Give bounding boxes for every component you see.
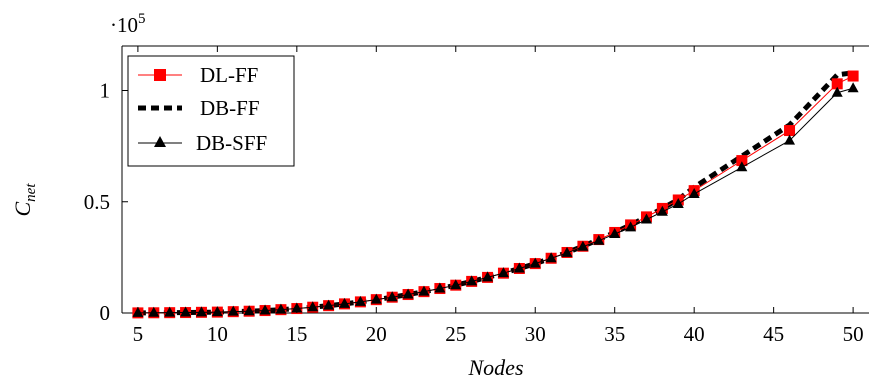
y-tick-label: 0 [100, 301, 111, 325]
y-axis-multiplier: ·105 [110, 11, 146, 37]
legend-label-db-ff: DB-FF [200, 96, 260, 120]
x-tick-label: 10 [207, 322, 228, 346]
data-point-db-sff [243, 305, 255, 316]
data-point-db-sff [434, 282, 446, 293]
y-axis-title: Cnet [10, 183, 39, 217]
legend: DL-FF DB-FF DB-SFF [127, 55, 295, 167]
data-point-db-sff [307, 301, 319, 312]
data-point-dl-ff [847, 70, 859, 82]
data-point-db-sff [609, 228, 621, 239]
x-tick-label: 35 [604, 322, 625, 346]
data-point-dl-ff [831, 78, 843, 90]
x-axis-title: Nodes [468, 355, 524, 380]
series-db-sff [132, 82, 859, 317]
data-point-db-sff [513, 262, 525, 273]
data-point-db-sff [450, 279, 462, 290]
data-point-db-sff [640, 213, 652, 224]
legend-entry-db-sff: DB-SFF [138, 131, 267, 155]
x-tick-label: 20 [366, 322, 387, 346]
data-point-db-sff [625, 221, 637, 232]
data-point-db-sff [354, 295, 366, 306]
data-point-db-sff [831, 86, 843, 97]
data-point-db-sff [386, 291, 398, 302]
data-point-db-sff [736, 161, 748, 172]
data-point-db-sff [561, 246, 573, 257]
data-point-db-sff [275, 303, 287, 314]
legend-entry-db-ff: DB-FF [138, 96, 260, 120]
data-point-db-sff [847, 82, 859, 93]
data-point-db-sff [482, 271, 494, 282]
legend-entry-dl-ff: DL-FF [138, 63, 258, 87]
data-point-db-sff [545, 252, 557, 263]
data-point-db-sff [672, 197, 684, 208]
data-point-db-sff [195, 306, 207, 317]
x-tick-label: 5 [133, 322, 144, 346]
x-tick-label: 15 [286, 322, 307, 346]
x-tick-label: 30 [525, 322, 546, 346]
legend-marker-dl-ff [154, 69, 166, 81]
data-point-db-sff [784, 134, 796, 145]
data-point-db-sff [323, 299, 335, 310]
data-point-db-sff [370, 293, 382, 304]
data-point-db-sff [259, 304, 271, 315]
series-layer [132, 70, 859, 319]
data-point-dl-ff [784, 125, 796, 137]
legend-label-dl-ff: DL-FF [200, 63, 258, 87]
x-tick-label: 50 [843, 322, 864, 346]
data-point-db-sff [577, 240, 589, 251]
data-point-db-sff [529, 257, 541, 268]
legend-marker-db-sff [154, 136, 166, 147]
legend-label-db-sff: DB-SFF [196, 131, 267, 155]
data-point-db-sff [688, 187, 700, 198]
data-point-db-sff [164, 306, 176, 317]
data-point-db-sff [227, 305, 239, 316]
data-point-db-sff [339, 297, 351, 308]
data-point-db-sff [466, 275, 478, 286]
series-line-db-sff [137, 87, 854, 314]
x-tick-label: 40 [684, 322, 705, 346]
data-point-db-sff [656, 205, 668, 216]
x-tick-label: 45 [763, 322, 784, 346]
data-point-db-sff [180, 306, 192, 317]
data-point-db-sff [497, 267, 509, 278]
data-point-dl-ff [736, 155, 748, 167]
ticks-layer: 5 10 15 20 25 30 35 40 45 50 0 0.5 1 [84, 46, 864, 346]
data-point-db-sff [418, 285, 430, 296]
y-tick-label: 1 [100, 79, 111, 103]
data-point-db-sff [593, 234, 605, 245]
data-point-db-sff [148, 306, 160, 317]
y-tick-label: 0.5 [84, 190, 110, 214]
x-tick-label: 25 [445, 322, 466, 346]
data-point-db-sff [402, 288, 414, 299]
